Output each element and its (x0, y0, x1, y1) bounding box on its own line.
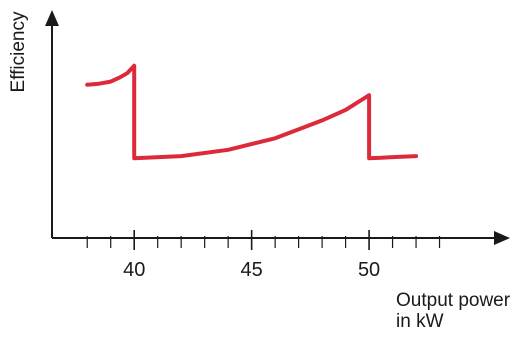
x-axis-arrow-icon (494, 231, 510, 245)
x-axis-label-line: Output power (396, 290, 511, 311)
x-axis-label-line: in kW (396, 311, 444, 332)
axes (45, 10, 510, 245)
x-tick-label: 45 (241, 259, 263, 281)
plot-area (85, 63, 419, 161)
x-tick-label: 50 (358, 259, 380, 281)
x-ticks: 40 45 50 (86, 230, 441, 281)
y-axis-arrow-icon (45, 10, 59, 26)
x-tick-label: 40 (123, 259, 145, 281)
y-axis-label: Efficiency (8, 11, 29, 92)
efficiency-series-line (85, 63, 419, 161)
